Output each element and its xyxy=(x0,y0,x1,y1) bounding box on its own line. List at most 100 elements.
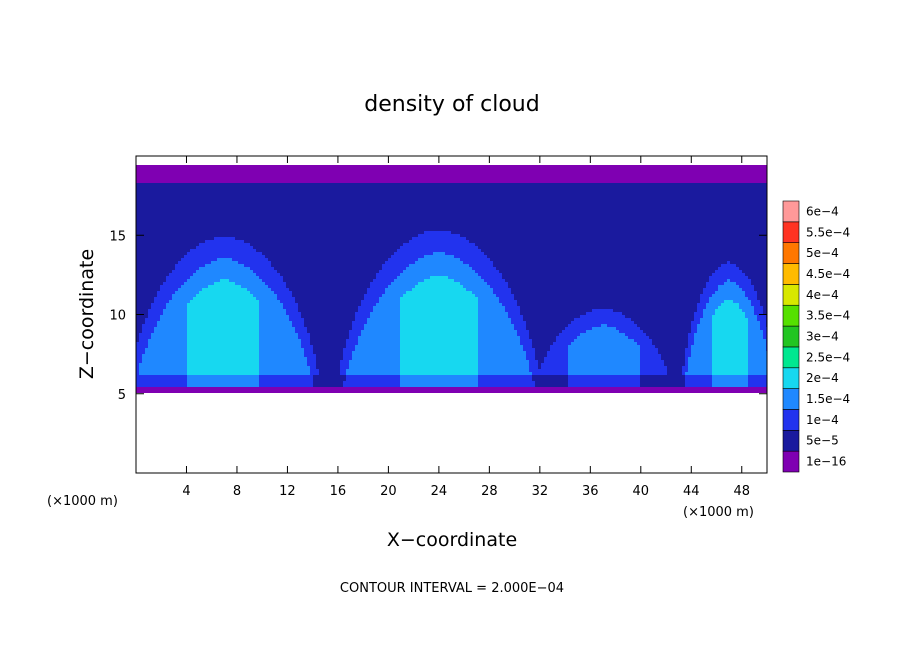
field-cell xyxy=(289,309,292,312)
field-cell xyxy=(226,390,229,393)
field-cell xyxy=(208,285,211,288)
field-cell xyxy=(256,294,259,297)
field-cell xyxy=(295,210,298,213)
field-cell xyxy=(247,369,250,372)
field-cell xyxy=(142,261,145,264)
field-cell xyxy=(247,375,250,378)
field-cell xyxy=(235,255,238,258)
field-cell xyxy=(301,183,304,186)
field-cell xyxy=(199,282,202,285)
field-cell xyxy=(172,354,175,357)
field-cell xyxy=(139,219,142,222)
field-cell xyxy=(310,282,313,285)
field-cell xyxy=(148,321,151,324)
field-cell xyxy=(280,324,283,327)
field-cell xyxy=(310,177,313,180)
field-cell xyxy=(253,249,256,252)
field-cell xyxy=(319,318,322,321)
field-cell xyxy=(307,387,310,390)
field-cell xyxy=(145,312,148,315)
field-cell xyxy=(277,189,280,192)
field-cell xyxy=(298,336,301,339)
field-cell xyxy=(229,297,232,300)
field-cell xyxy=(187,252,190,255)
field-cell xyxy=(136,228,139,231)
field-cell xyxy=(172,231,175,234)
field-cell xyxy=(307,288,310,291)
field-cell xyxy=(310,210,313,213)
field-cell xyxy=(262,255,265,258)
field-cell xyxy=(139,369,142,372)
field-cell xyxy=(199,207,202,210)
field-cell xyxy=(172,282,175,285)
field-cell xyxy=(328,219,331,222)
field-cell xyxy=(163,174,166,177)
field-cell xyxy=(286,366,289,369)
field-cell xyxy=(244,177,247,180)
field-cell xyxy=(193,369,196,372)
field-cell xyxy=(271,249,274,252)
field-cell xyxy=(244,240,247,243)
field-cell xyxy=(313,387,316,390)
field-cell xyxy=(211,327,214,330)
field-cell xyxy=(292,336,295,339)
field-cell xyxy=(169,300,172,303)
field-cell xyxy=(235,333,238,336)
field-cell xyxy=(307,171,310,174)
field-cell xyxy=(190,369,193,372)
field-cell xyxy=(256,165,259,168)
field-cell xyxy=(280,228,283,231)
field-cell xyxy=(247,270,250,273)
field-cell xyxy=(325,177,328,180)
field-cell xyxy=(253,240,256,243)
field-cell xyxy=(301,315,304,318)
field-cell xyxy=(277,216,280,219)
field-cell xyxy=(316,309,319,312)
field-cell xyxy=(286,351,289,354)
field-cell xyxy=(190,201,193,204)
field-cell xyxy=(142,315,145,318)
field-cell xyxy=(331,237,334,240)
field-cell xyxy=(301,372,304,375)
field-cell xyxy=(304,264,307,267)
field-cell xyxy=(295,297,298,300)
field-cell xyxy=(184,195,187,198)
field-cell xyxy=(268,363,271,366)
field-cell xyxy=(277,318,280,321)
field-cell xyxy=(283,309,286,312)
field-cell xyxy=(226,252,229,255)
field-cell xyxy=(304,339,307,342)
field-cell xyxy=(322,231,325,234)
field-cell xyxy=(160,363,163,366)
field-cell xyxy=(241,312,244,315)
field-cell xyxy=(280,309,283,312)
field-cell xyxy=(262,279,265,282)
field-cell xyxy=(295,369,298,372)
field-cell xyxy=(211,186,214,189)
field-cell xyxy=(136,183,139,186)
field-cell xyxy=(286,297,289,300)
field-cell xyxy=(262,378,265,381)
field-cell xyxy=(223,327,226,330)
field-cell xyxy=(235,183,238,186)
field-cell xyxy=(316,258,319,261)
field-cell xyxy=(271,387,274,390)
field-cell xyxy=(145,366,148,369)
field-cell xyxy=(163,168,166,171)
field-cell xyxy=(325,339,328,342)
field-cell xyxy=(223,333,226,336)
field-cell xyxy=(289,246,292,249)
field-cell xyxy=(244,207,247,210)
field-cell xyxy=(217,357,220,360)
field-cell xyxy=(238,189,241,192)
field-cell xyxy=(280,192,283,195)
field-cell xyxy=(244,195,247,198)
field-cell xyxy=(322,282,325,285)
field-cell xyxy=(322,363,325,366)
field-cell xyxy=(235,270,238,273)
field-cell xyxy=(331,192,334,195)
field-cell xyxy=(328,192,331,195)
field-cell xyxy=(289,318,292,321)
field-cell xyxy=(136,363,139,366)
field-cell xyxy=(271,312,274,315)
